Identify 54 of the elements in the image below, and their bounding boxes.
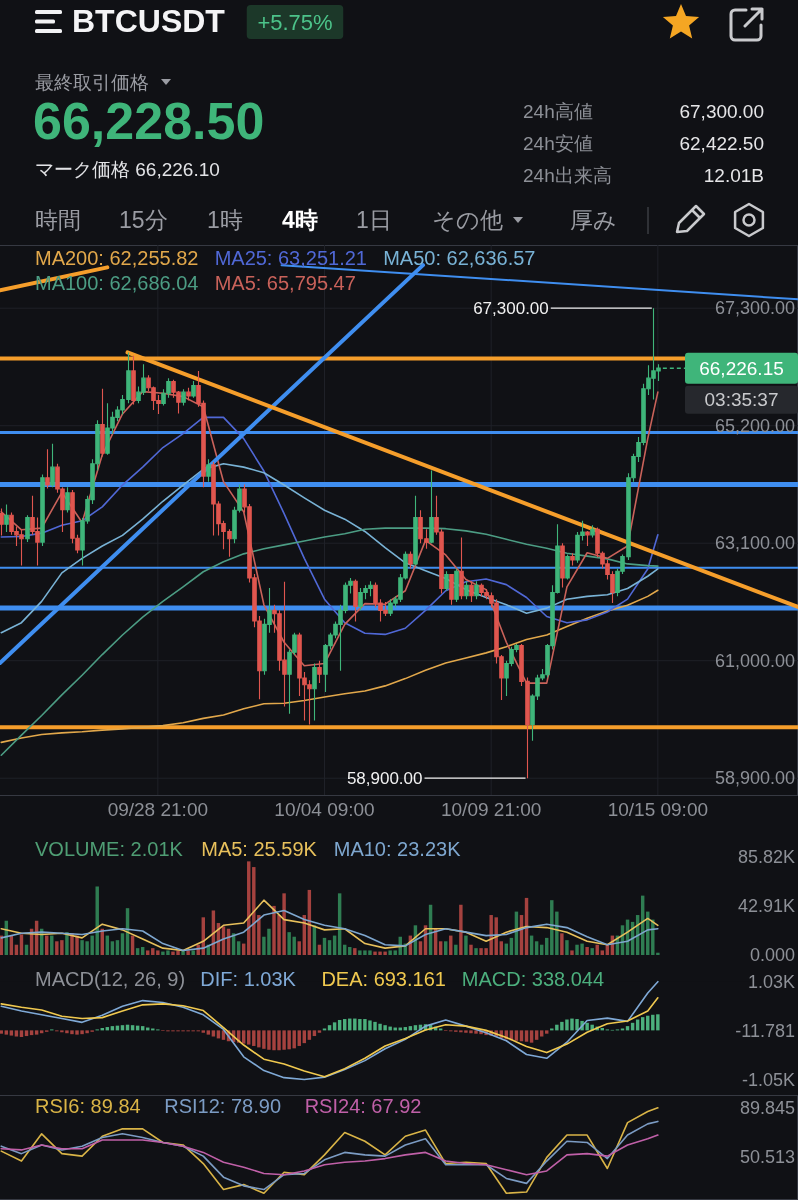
legend-title: MACD(12, 26, 9) [35, 968, 186, 990]
x-tick-label: 10/15 09:00 [607, 798, 709, 820]
y-tick-label: 50.513 [739, 1146, 795, 1167]
text: +5.75% [257, 9, 333, 35]
series-label: VOLUME: 2.01K [35, 838, 184, 860]
series-label: RSI24: 67.92 [304, 1095, 422, 1117]
y-tick-label: 63,100.00 [714, 533, 795, 554]
x-tick-label: 10/04 09:00 [274, 798, 375, 820]
text: MA10: 23.23K [333, 838, 462, 860]
y-tick-label: 67,300.00 [714, 298, 795, 319]
text: マーク価格 66,226.10 [35, 158, 220, 180]
text: MA50: 62,636.57 [383, 247, 536, 269]
annotation: 67,300.00 [473, 298, 549, 318]
y-tick-label: 0.000 [749, 945, 795, 965]
text: MA25: 63,251.21 [214, 247, 367, 269]
text: 24h安値 [523, 132, 593, 154]
text: MA100: 62,686.04 [35, 272, 199, 294]
text: 24h高値 [523, 100, 593, 122]
series-label: DIF: 1.03K [200, 968, 297, 990]
y-tick-label: 58,900.00 [714, 768, 795, 789]
x-tick-label: 10/09 21:00 [440, 798, 542, 820]
text: 62,422.50 [679, 132, 764, 154]
text: BTCUSDT [72, 3, 226, 39]
text: その他 [432, 207, 503, 233]
text: 1時 [207, 207, 243, 233]
series-label: RSI6: 89.84 [35, 1095, 141, 1117]
text: 67,300.00 [679, 100, 764, 122]
text: 66,228.50 [33, 92, 265, 150]
text: MA5: 65,795.47 [214, 272, 356, 294]
text: 12.01B [703, 164, 764, 186]
y-tick-label: 42.91K [737, 896, 795, 916]
x-tick-label: 09/28 21:00 [107, 798, 209, 820]
y-tick-label: -1.05K [741, 1070, 795, 1090]
y-tick-label: 65,200.00 [714, 415, 795, 436]
annotation: 03:35:37 [704, 389, 779, 411]
text: 15分 [119, 207, 168, 233]
y-tick-label: 89.845 [739, 1097, 795, 1118]
series-label: MACD: 338.044 [461, 968, 605, 990]
text: 厚み [570, 207, 617, 233]
y-tick-label: 61,000.00 [714, 650, 795, 671]
y-tick-label: -11.781 [735, 1020, 795, 1041]
ref-line-label: 66,226.15 [699, 357, 784, 379]
text: 1日 [356, 207, 392, 233]
y-tick-label: 85.82K [737, 847, 795, 867]
text: 24h出来高 [523, 164, 612, 186]
series-label: RSI12: 78.90 [164, 1095, 282, 1117]
text: MA200: 62,255.82 [35, 247, 199, 269]
text: 4時 [282, 207, 318, 233]
text: MA5: 25.59K [201, 838, 318, 860]
series-label: DEA: 693.161 [321, 968, 446, 990]
text: 最終取引価格 [35, 71, 149, 93]
annotation: 58,900.00 [346, 768, 423, 788]
y-tick-label: 1.03K [747, 971, 795, 992]
text: 時間 [35, 207, 81, 233]
